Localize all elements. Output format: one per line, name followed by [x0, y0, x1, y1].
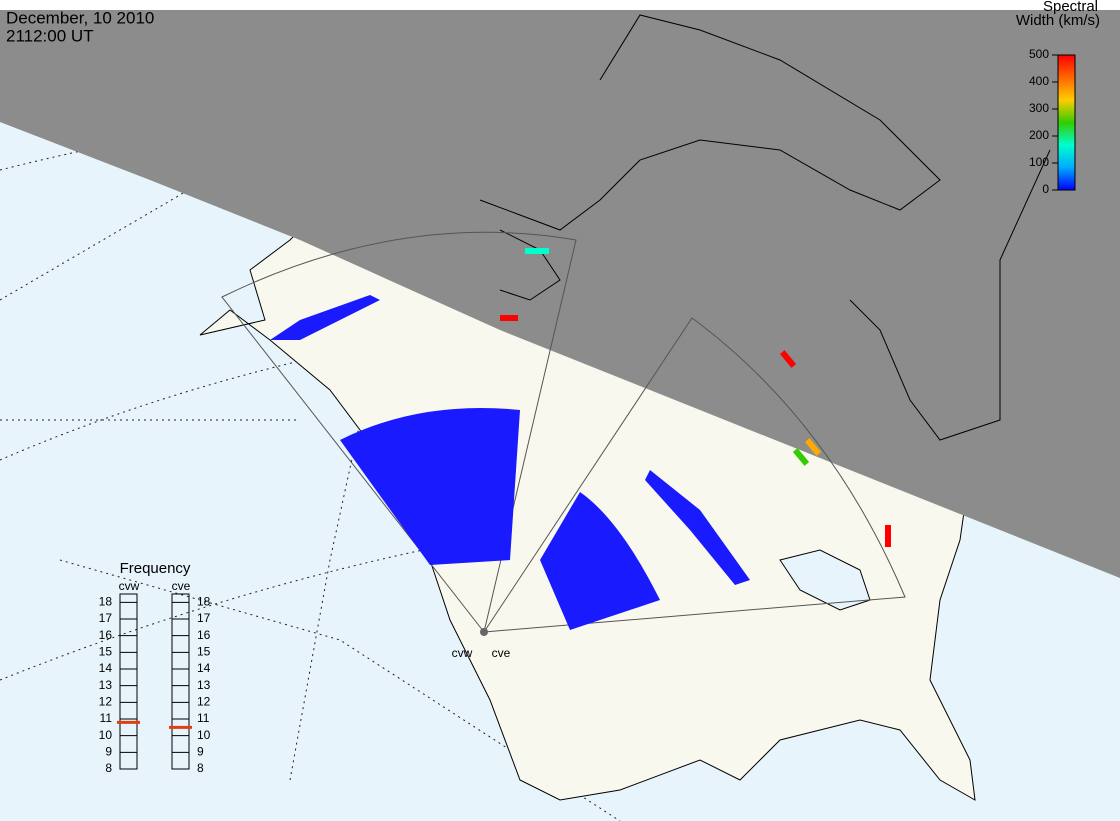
- echo: [500, 315, 518, 321]
- coastline-night: [479, 14, 1051, 441]
- station-label: cvw: [452, 646, 473, 660]
- cve-fan: [483, 317, 906, 633]
- date: December, 10 2010: [6, 8, 154, 27]
- frequency-tick-label: 10: [99, 728, 113, 742]
- frequency-tick-label: 8: [105, 761, 112, 775]
- frequency-tick-label: 9: [197, 745, 204, 759]
- echo: [792, 448, 810, 466]
- frequency-tick-label: 16: [99, 628, 113, 642]
- longitude-line: [59, 559, 621, 821]
- frequency-tick-label: 9: [105, 745, 112, 759]
- frequency-radar-label: cve: [172, 579, 191, 593]
- cvw-echoes: [340, 408, 520, 565]
- colorbar-tick-label: 500: [1029, 47, 1049, 61]
- echo: [779, 350, 797, 368]
- cve-echoes: [540, 492, 660, 630]
- frequency-tick-label: 12: [197, 695, 211, 709]
- colorbar-tick-label: 0: [1042, 182, 1049, 196]
- radar-fans: [221, 231, 906, 634]
- frequency-tick-label: 10: [197, 728, 211, 742]
- frequency-tick-label: 12: [99, 695, 113, 709]
- echo: [804, 438, 822, 456]
- colorbar-tick-label: 200: [1029, 128, 1049, 142]
- echo: [885, 525, 891, 547]
- colorbar-title: Spectral: [1043, 0, 1098, 15]
- station-label: cve: [492, 646, 511, 660]
- colorbar-tick-label: 100: [1029, 155, 1049, 169]
- colorbar-title: Width (km/s): [1016, 12, 1100, 29]
- frequency-tick-label: 11: [100, 711, 113, 725]
- frequency-tick-label: 11: [197, 711, 210, 725]
- frequency-tick-label: 15: [197, 645, 211, 659]
- frequency-tick-label: 18: [197, 595, 211, 609]
- frequency-tick-label: 13: [99, 678, 113, 692]
- cve-echoes: [645, 470, 750, 585]
- frequency-tick-label: 17: [99, 611, 113, 625]
- colorbar: [1057, 54, 1076, 191]
- colorbar-tick-label: 400: [1029, 74, 1049, 88]
- frequency-title: Frequency: [120, 560, 191, 577]
- frequency-tick-label: 17: [197, 611, 211, 625]
- echo: [525, 248, 549, 254]
- cvw-echoes: [270, 295, 380, 340]
- frequency-tick-label: 18: [99, 595, 113, 609]
- cvw-fan: [221, 231, 577, 634]
- frequency-tick-label: 16: [197, 628, 211, 642]
- time: 2112:00 UT: [6, 26, 94, 45]
- longitude-line: [289, 329, 381, 781]
- frequency-tick-label: 14: [99, 661, 113, 675]
- frequency-tick-label: 13: [197, 678, 211, 692]
- frequency-tick-label: 15: [99, 645, 113, 659]
- colorbar-tick-label: 300: [1029, 101, 1049, 115]
- frequency-tick-label: 14: [197, 661, 211, 675]
- frequency-tick-label: 8: [197, 761, 204, 775]
- night-region: [0, 10, 1120, 578]
- frequency-radar-label: cvw: [119, 579, 140, 593]
- radar-site: [480, 628, 488, 636]
